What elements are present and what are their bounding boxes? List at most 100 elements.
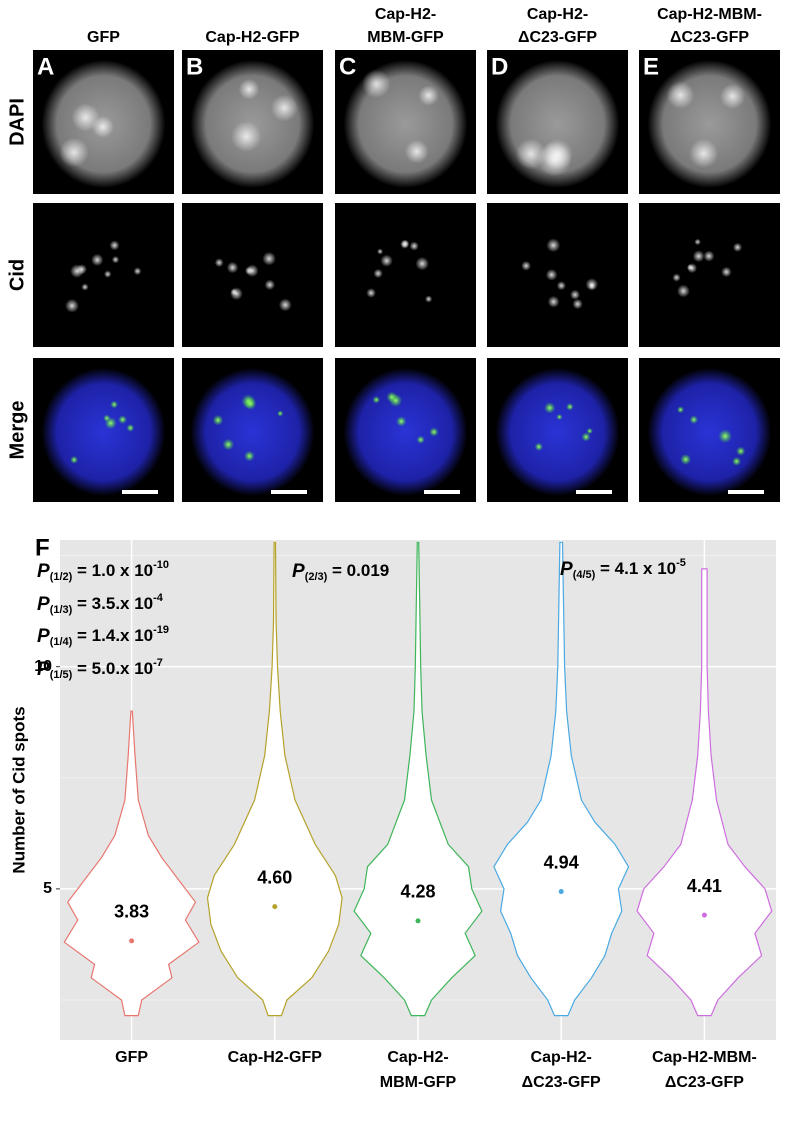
- nucleus: [41, 368, 166, 496]
- annotation-part: (1/2): [50, 571, 73, 583]
- cid-spot: [676, 406, 685, 414]
- column-header: Cap-H2-MBM-: [657, 6, 762, 23]
- cid-spot: [222, 438, 235, 451]
- column-header: Cap-H2-: [375, 6, 436, 23]
- cid-spot: [91, 253, 104, 267]
- column-header: ΔC23-GFP: [518, 29, 597, 46]
- cid-spot: [70, 455, 79, 464]
- annotation-part: = 1.0 x 10: [72, 561, 153, 580]
- violin-plot: 5 10 3.83 4.60 4.28 4.94 4.41 GFP Cap-H2-GFP Cap-…: [34, 540, 776, 1091]
- cid-spot: [244, 266, 254, 275]
- nucleus: [343, 60, 468, 188]
- panel-letter: C: [339, 53, 356, 80]
- p-value-annotation: P(1/3) = 3.5.x 10-4: [37, 592, 164, 616]
- mean-point: [129, 938, 135, 944]
- panel-letter: E: [643, 53, 659, 80]
- chromocenter: [537, 142, 572, 177]
- chromocenter: [418, 85, 439, 106]
- image-background: [335, 203, 476, 347]
- y-axis-title: Number of Cid spots: [9, 706, 28, 873]
- cid-spot: [703, 250, 715, 262]
- chromocenter: [719, 83, 746, 110]
- x-tick-label: ΔC23-GFP: [522, 1074, 601, 1091]
- cid-spot: [546, 238, 561, 253]
- micrograph: [335, 203, 476, 347]
- chromocenter: [238, 78, 260, 100]
- x-tick-label: Cap-H2-: [387, 1049, 448, 1066]
- y-tick-label: 5: [43, 880, 52, 897]
- micrograph: [33, 50, 174, 194]
- cid-spot: [545, 269, 558, 281]
- cid-spot: [277, 410, 284, 417]
- cid-spot: [694, 238, 701, 246]
- cid-spot: [429, 427, 439, 437]
- annotation-part: P: [37, 659, 50, 680]
- scale-bar: [271, 490, 307, 494]
- annotation-part: P: [37, 594, 50, 615]
- violin: [493, 541, 630, 1017]
- cid-spot: [736, 446, 746, 456]
- column-header: Cap-H2-: [527, 6, 588, 23]
- p-value-annotation: P(4/5) = 4.1 x 10-5: [560, 557, 686, 581]
- image-background: [639, 203, 780, 347]
- annotation-part: (1/4): [50, 636, 73, 648]
- cid-spot: [677, 284, 690, 298]
- image-background: [487, 203, 628, 347]
- cid-spot: [366, 288, 376, 298]
- cid-spot: [380, 254, 393, 267]
- micrograph: [487, 50, 628, 194]
- panel-letter: B: [186, 53, 203, 80]
- p-value-annotation: P(1/2) = 1.0 x 10-10: [37, 559, 169, 583]
- nucleus: [190, 368, 315, 496]
- nucleus: [343, 368, 468, 496]
- cid-spot: [556, 281, 566, 291]
- annotation-part: -10: [153, 559, 169, 571]
- cid-spot: [244, 397, 257, 410]
- nucleus: [647, 368, 772, 496]
- annotation-part: = 5.0.x 10: [72, 659, 153, 678]
- cid-spot: [262, 251, 276, 266]
- cid-spot: [244, 450, 255, 462]
- cid-spot: [521, 260, 531, 271]
- nucleus: [647, 60, 772, 188]
- chromocenter: [270, 94, 298, 122]
- cid-spot: [732, 242, 743, 252]
- nucleus: [495, 368, 620, 496]
- mean-label: 3.83: [114, 902, 149, 922]
- cid-spot: [586, 427, 593, 435]
- panel-letter: A: [37, 53, 54, 80]
- micrograph: [182, 358, 323, 502]
- cid-spot: [680, 453, 692, 465]
- cid-spot: [118, 415, 127, 425]
- cid-spot: [672, 273, 681, 282]
- mean-point: [701, 912, 707, 918]
- panel-letter: D: [491, 53, 508, 80]
- cid-spot: [104, 270, 112, 278]
- micrograph: [33, 358, 174, 502]
- micrograph: [639, 203, 780, 347]
- mean-label: 4.60: [257, 867, 292, 887]
- cid-spot: [544, 402, 556, 414]
- cid-spot: [396, 416, 407, 427]
- chromocenter: [361, 69, 391, 98]
- cid-spot: [425, 295, 433, 303]
- cid-spot: [264, 279, 276, 291]
- cid-spot: [372, 396, 381, 404]
- mean-point: [272, 904, 278, 910]
- scale-bar: [424, 490, 460, 494]
- violin: [206, 541, 343, 1017]
- cid-spot: [572, 298, 583, 310]
- micrograph: [182, 203, 323, 347]
- violin: [353, 541, 483, 1017]
- cid-spot: [226, 261, 239, 274]
- column-header: GFP: [87, 29, 120, 46]
- micrograph: [487, 358, 628, 502]
- annotation-part: = 4.1 x 10: [595, 559, 676, 578]
- chromocenter: [231, 121, 262, 152]
- annotation-part: (4/5): [573, 569, 596, 581]
- chromocenter: [59, 137, 89, 168]
- image-background: [33, 203, 174, 347]
- cid-spot: [373, 268, 383, 279]
